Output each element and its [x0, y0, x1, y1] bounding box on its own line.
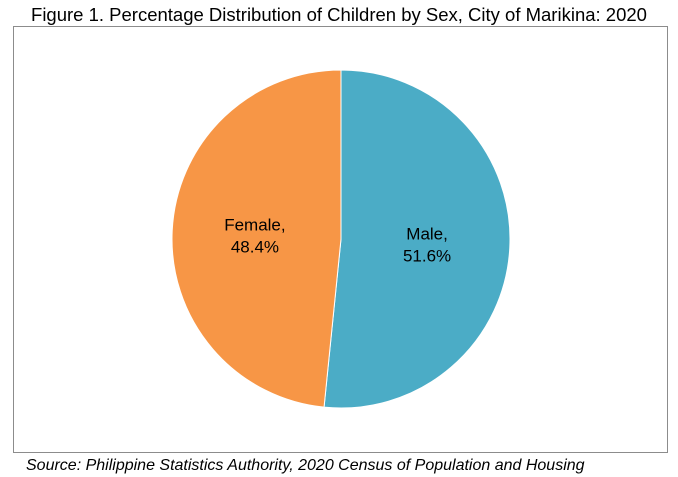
slice-label-male: Male, 51.6%: [403, 224, 451, 265]
chart-frame: [13, 26, 668, 453]
slice-label-female: Female, 48.4%: [224, 216, 285, 257]
source-note: Source: Philippine Statistics Authority,…: [26, 457, 585, 474]
pie-slice-male: [323, 69, 511, 409]
pie-slices: [171, 69, 511, 409]
chart-title: Figure 1. Percentage Distribution of Chi…: [31, 4, 647, 25]
pie-slice-female: [171, 69, 342, 408]
pie-labels: Male, 51.6% Female, 48.4%: [224, 216, 451, 266]
